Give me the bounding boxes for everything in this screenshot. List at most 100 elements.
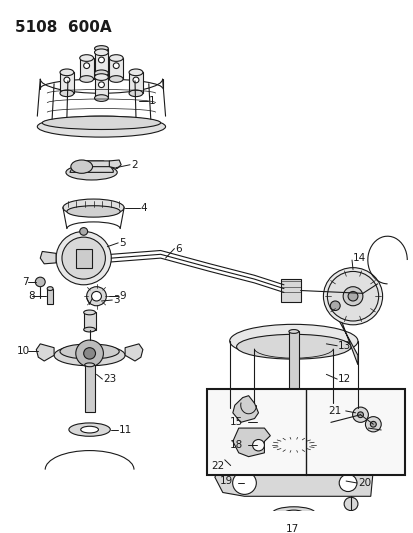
Circle shape	[327, 271, 378, 321]
Ellipse shape	[83, 310, 95, 315]
Ellipse shape	[54, 345, 125, 366]
Text: 17: 17	[285, 524, 299, 533]
Circle shape	[80, 228, 88, 235]
Bar	[47, 288, 53, 304]
Bar	[83, 312, 95, 329]
Bar	[280, 279, 300, 302]
Bar	[206, 389, 404, 475]
Ellipse shape	[283, 510, 303, 517]
Bar	[288, 332, 298, 417]
Ellipse shape	[37, 116, 165, 137]
Ellipse shape	[283, 442, 303, 448]
Circle shape	[62, 237, 105, 279]
Bar	[109, 58, 123, 79]
Ellipse shape	[236, 334, 350, 359]
Ellipse shape	[60, 90, 74, 96]
Bar	[129, 72, 142, 93]
Bar	[60, 72, 74, 93]
Text: 13: 13	[337, 341, 351, 351]
Ellipse shape	[288, 329, 298, 333]
Text: 7: 7	[22, 277, 29, 287]
Circle shape	[343, 497, 357, 511]
Circle shape	[342, 287, 362, 306]
Polygon shape	[232, 395, 258, 422]
Text: 18: 18	[229, 440, 242, 450]
Ellipse shape	[94, 70, 108, 77]
Circle shape	[133, 77, 139, 83]
Circle shape	[35, 277, 45, 287]
Ellipse shape	[81, 426, 98, 433]
Circle shape	[56, 231, 111, 285]
Text: 15: 15	[229, 417, 242, 427]
Ellipse shape	[229, 324, 357, 358]
Ellipse shape	[47, 287, 53, 290]
Ellipse shape	[85, 363, 94, 367]
Circle shape	[83, 348, 95, 359]
Ellipse shape	[271, 507, 315, 520]
Ellipse shape	[94, 46, 108, 51]
Circle shape	[232, 472, 256, 495]
Ellipse shape	[42, 116, 160, 130]
Ellipse shape	[60, 69, 74, 76]
Text: 9: 9	[119, 291, 126, 301]
Ellipse shape	[80, 76, 93, 82]
Ellipse shape	[109, 55, 123, 61]
Text: 22: 22	[211, 461, 224, 471]
Circle shape	[370, 422, 375, 427]
Circle shape	[352, 407, 368, 422]
Ellipse shape	[71, 160, 93, 173]
Ellipse shape	[244, 398, 342, 417]
Ellipse shape	[94, 74, 108, 80]
Text: 23: 23	[103, 374, 116, 384]
Ellipse shape	[94, 49, 108, 55]
Polygon shape	[80, 161, 113, 167]
Text: 10: 10	[17, 345, 30, 356]
Circle shape	[252, 440, 264, 451]
Circle shape	[83, 63, 89, 69]
Ellipse shape	[109, 76, 123, 82]
Bar	[80, 58, 93, 79]
Text: 14: 14	[352, 253, 366, 263]
Ellipse shape	[129, 69, 142, 76]
Circle shape	[91, 292, 101, 301]
Circle shape	[357, 412, 363, 417]
Circle shape	[98, 82, 104, 87]
Ellipse shape	[129, 90, 142, 96]
Circle shape	[323, 268, 382, 325]
Circle shape	[338, 474, 356, 491]
Text: 5108  600A: 5108 600A	[14, 20, 111, 35]
Circle shape	[64, 77, 70, 83]
Bar	[94, 52, 108, 73]
Text: 5: 5	[119, 238, 126, 248]
Ellipse shape	[66, 165, 117, 180]
Bar	[76, 248, 91, 268]
Ellipse shape	[67, 206, 120, 217]
Bar	[94, 49, 108, 79]
Ellipse shape	[60, 344, 119, 359]
Circle shape	[76, 340, 103, 367]
Text: 12: 12	[337, 374, 351, 384]
Ellipse shape	[63, 199, 124, 216]
Text: 20: 20	[357, 478, 370, 488]
Text: 11: 11	[119, 425, 132, 434]
Text: 21: 21	[327, 406, 340, 416]
Text: 19: 19	[219, 476, 233, 486]
Polygon shape	[40, 252, 56, 264]
Polygon shape	[328, 294, 357, 365]
Text: 6: 6	[175, 244, 182, 254]
Polygon shape	[36, 344, 54, 361]
Polygon shape	[109, 160, 121, 168]
Circle shape	[98, 57, 104, 63]
Polygon shape	[70, 161, 113, 172]
Circle shape	[365, 417, 380, 432]
Ellipse shape	[80, 55, 93, 61]
Text: 4: 4	[140, 203, 147, 213]
Bar	[94, 77, 108, 98]
Bar	[85, 365, 94, 413]
Polygon shape	[125, 344, 142, 361]
Polygon shape	[232, 428, 270, 457]
Text: 3: 3	[113, 295, 120, 305]
Text: 1: 1	[148, 96, 155, 106]
Text: 8: 8	[28, 291, 35, 301]
Circle shape	[113, 63, 119, 69]
